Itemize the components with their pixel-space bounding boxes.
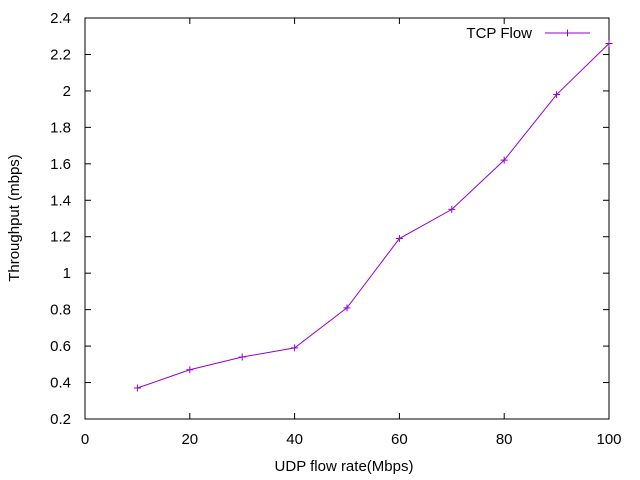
y-axis-label: Throughput (mbps): [6, 154, 23, 282]
y-tick-label: 1.2: [50, 229, 71, 246]
data-point: [448, 205, 456, 213]
data-point: [238, 353, 246, 361]
axis-tick-labels: 0 20 40 60 80 100 0.2 0.4 0.6 0.8 1 1.2 1.4 1.6 1.8 2 2.…: [50, 10, 621, 448]
y-tick-label: 1: [63, 265, 71, 282]
legend-marker-tcp-flow: [564, 29, 571, 37]
y-tick-label: 0.6: [50, 338, 71, 355]
x-tick-label: 40: [286, 431, 303, 448]
data-point: [395, 235, 403, 243]
x-tick-label: 80: [496, 431, 513, 448]
legend-label-tcp-flow: TCP Flow: [466, 25, 532, 42]
data-point: [133, 384, 141, 392]
y-tick-label: 2.4: [50, 10, 71, 27]
plot-frame: [84, 17, 610, 420]
data-point: [291, 344, 299, 352]
data-point: [186, 366, 194, 374]
x-tick-label: 100: [596, 431, 621, 448]
x-tick-label: 60: [391, 431, 408, 448]
y-tick-label: 1.4: [50, 192, 71, 209]
y-tick-label: 1.6: [50, 156, 71, 173]
data-point: [605, 40, 613, 48]
x-tick-label: 0: [81, 431, 89, 448]
data-point: [500, 156, 508, 164]
y-tick-label: 2: [63, 83, 71, 100]
x-tick-label: 20: [181, 431, 198, 448]
legend: TCP Flow: [466, 25, 590, 42]
y-tick-label: 2.2: [50, 46, 71, 63]
axis-ticks: [84, 17, 610, 420]
x-axis-label: UDP flow rate(Mbps): [275, 458, 414, 475]
y-tick-label: 0.2: [50, 411, 71, 428]
data-point: [553, 91, 561, 99]
data-point: [343, 304, 351, 312]
series-line-0: [137, 43, 610, 389]
series-group: [133, 40, 613, 392]
y-tick-label: 1.8: [50, 119, 71, 136]
y-tick-label: 0.4: [50, 375, 71, 392]
y-tick-label: 0.8: [50, 302, 71, 319]
